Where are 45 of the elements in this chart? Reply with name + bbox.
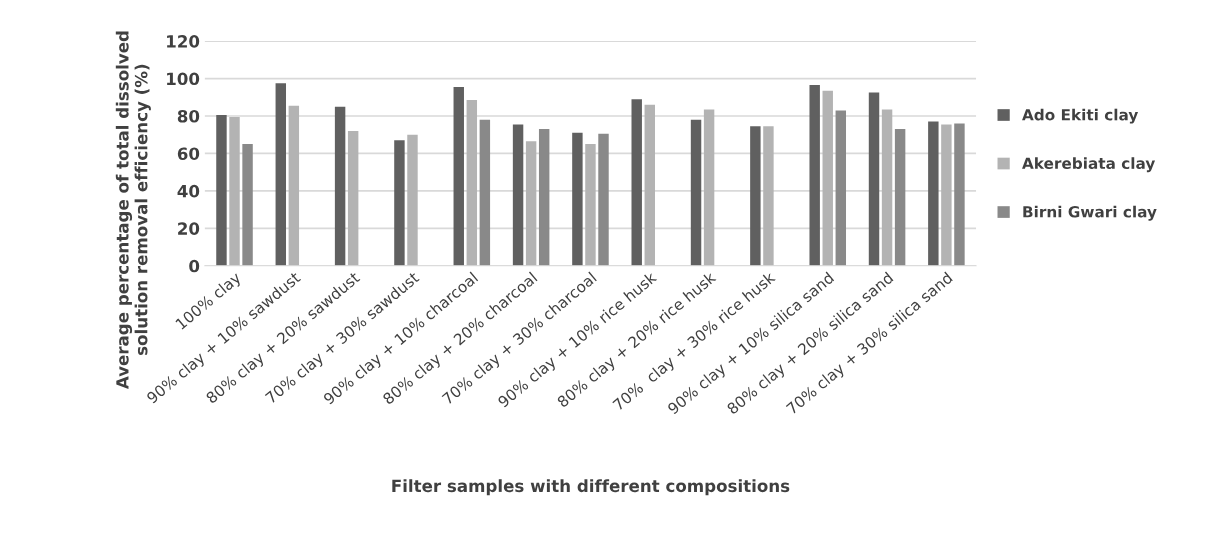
y-tick-label: 120: [167, 35, 200, 48]
bar: [453, 86, 464, 266]
bar: [928, 121, 939, 266]
y-tick-label: 20: [178, 222, 200, 235]
bar: [954, 123, 965, 266]
bar: [690, 119, 702, 266]
bar: [585, 144, 596, 266]
bar: [394, 140, 405, 266]
x-axis-title: Filter samples with different compositions: [392, 479, 790, 496]
bar: [347, 130, 359, 266]
y-axis-title: Average percentage of total dissolved solution removal efficiency (%): [115, 31, 151, 390]
bar: [466, 100, 478, 266]
bar: [242, 144, 253, 266]
bar: [288, 105, 300, 266]
bar: [750, 126, 761, 266]
bar: [763, 126, 774, 266]
bar: [407, 134, 418, 266]
bar: [868, 92, 880, 266]
bar: [835, 110, 847, 266]
bar: [822, 90, 833, 266]
bar: [512, 124, 524, 266]
bar: [525, 141, 537, 266]
bar: [538, 129, 550, 266]
bar: [229, 116, 240, 266]
bar: [572, 132, 583, 266]
bar: [894, 129, 906, 266]
legend-label: Akerebiata clay: [1022, 157, 1156, 173]
legend-label: Ado Ekiti clay: [1022, 108, 1139, 124]
bar: [941, 124, 952, 266]
bar: [881, 109, 893, 266]
bar: [631, 99, 642, 266]
legend-label: Birni Gwari clay: [1023, 205, 1157, 221]
bar: [644, 104, 655, 266]
bar: [703, 109, 715, 266]
y-tick-label: 40: [177, 184, 200, 198]
bar: [275, 83, 286, 266]
y-tick-label: 60: [177, 147, 200, 161]
y-tick-label: 100: [167, 72, 200, 86]
bar: [809, 85, 820, 266]
bar: [334, 106, 346, 266]
bar: [216, 115, 227, 266]
y-tick-label: 0: [189, 259, 200, 273]
bar: [598, 133, 609, 266]
bar: [479, 119, 491, 266]
y-tick-label: 80: [177, 109, 200, 123]
